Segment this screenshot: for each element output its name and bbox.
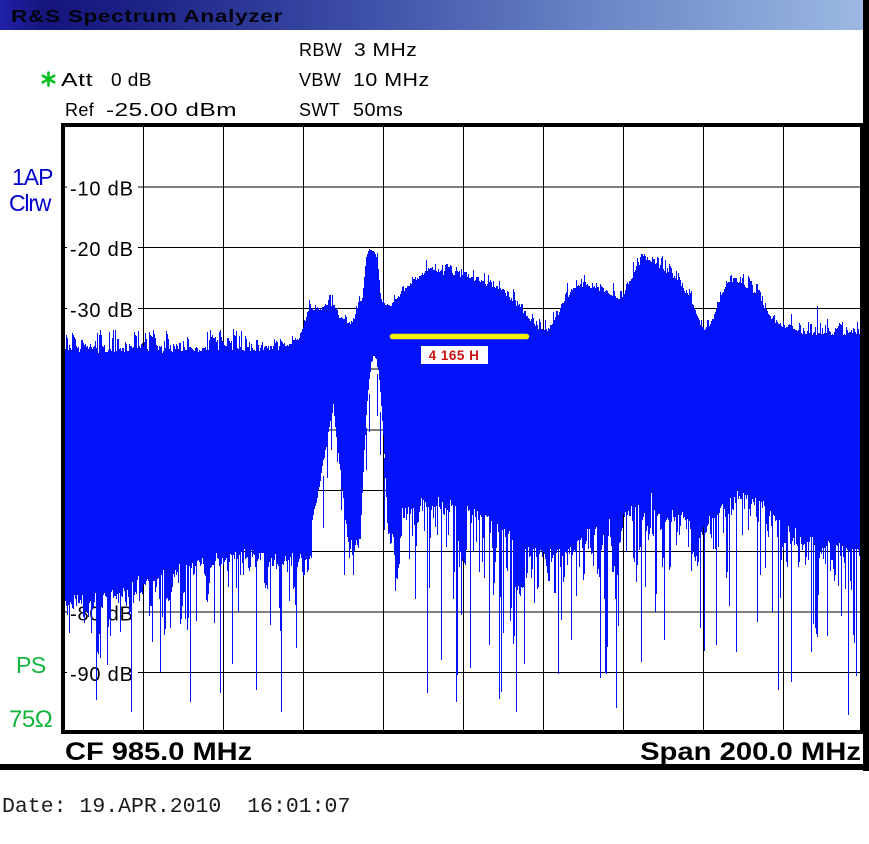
svg-text:-30 dB: -30 dB: [70, 300, 134, 322]
svg-text:4 165 H: 4 165 H: [429, 348, 480, 363]
svg-text:-90 dB: -90 dB: [70, 664, 134, 686]
svg-text:-10 dB: -10 dB: [70, 179, 134, 201]
svg-text:-20 dB: -20 dB: [70, 239, 134, 261]
